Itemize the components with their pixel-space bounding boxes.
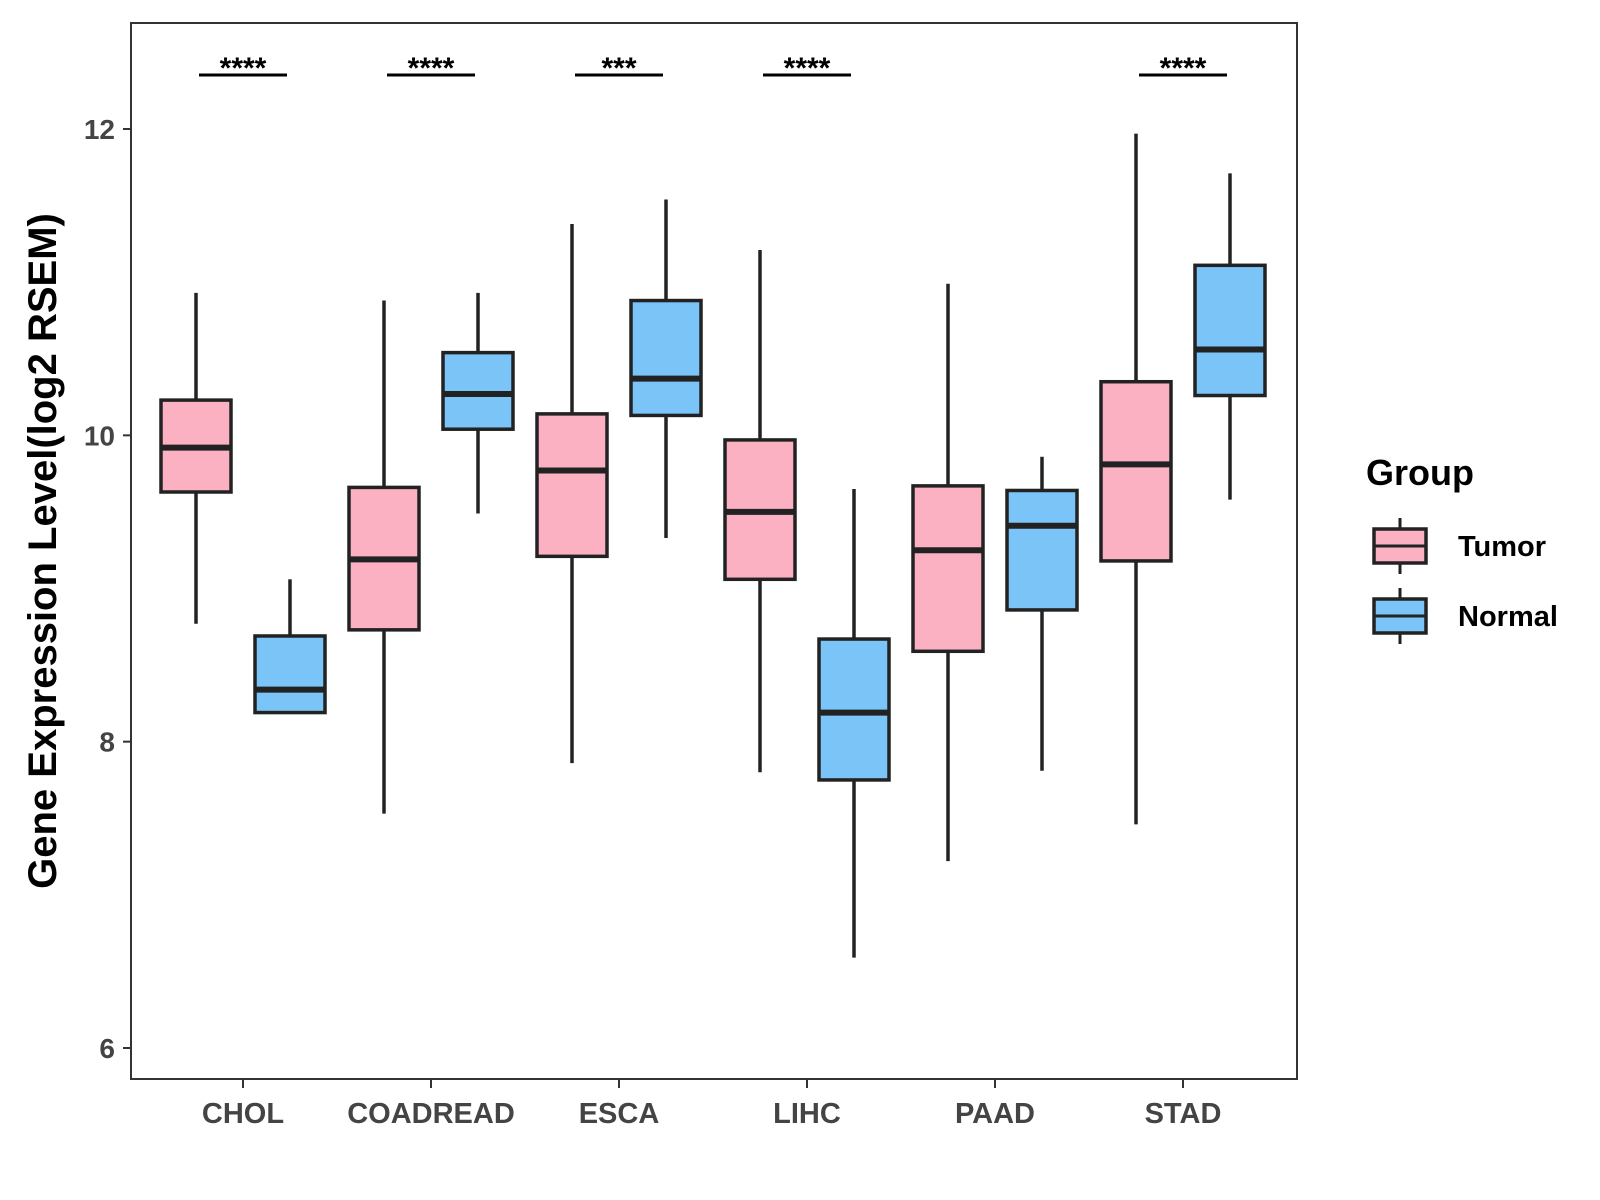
significance-annotations: **** **** *** **** ****	[199, 52, 1227, 85]
x-tick-label-lihc: LIHC	[773, 1098, 841, 1130]
legend-item-normal: Normal	[1372, 588, 1558, 644]
box-lihc-normal	[817, 637, 891, 782]
sig-esca-label: ***	[601, 52, 636, 85]
legend-title: Group	[1366, 452, 1474, 493]
box-chol-normal	[253, 634, 327, 715]
y-tick-label-8: 8	[99, 727, 115, 758]
box-coadread-normal	[441, 350, 515, 431]
box-stad-normal	[1193, 263, 1267, 398]
box-esca-normal	[629, 298, 703, 418]
sig-coadread-label: ****	[408, 52, 455, 85]
legend-item-tumor: Tumor	[1372, 518, 1546, 574]
x-tick-label-coadread: COADREAD	[347, 1098, 515, 1130]
x-axis: CHOL COADREAD ESCA LIHC PAAD STAD	[202, 1079, 1221, 1130]
x-tick-label-esca: ESCA	[579, 1098, 660, 1130]
sig-chol-label: ****	[220, 52, 267, 85]
x-tick-label-stad: STAD	[1145, 1098, 1222, 1130]
legend-label-normal: Normal	[1458, 601, 1558, 633]
y-tick-label-6: 6	[99, 1033, 115, 1064]
y-tick-label-10: 10	[84, 420, 115, 451]
box-series	[159, 133, 1267, 958]
series-tumor	[159, 133, 1173, 862]
x-tick-label-paad: PAAD	[955, 1098, 1035, 1130]
box-stad-tumor	[1099, 379, 1173, 563]
series-normal	[253, 173, 1267, 958]
legend-label-tumor: Tumor	[1458, 531, 1546, 563]
y-axis: 6 8 10 12	[84, 114, 131, 1064]
x-tick-label-chol: CHOL	[202, 1098, 284, 1130]
box-esca-tumor	[535, 412, 609, 559]
y-tick-label-12: 12	[84, 114, 115, 145]
y-axis-title: Gene Expression Level(log2 RSEM)	[21, 213, 65, 889]
box-paad-tumor	[911, 484, 985, 654]
sig-lihc-label: ****	[784, 52, 831, 85]
legend: Group Tumor Normal	[1366, 452, 1558, 644]
box-paad-normal	[1005, 488, 1079, 612]
sig-stad-label: ****	[1160, 52, 1207, 85]
